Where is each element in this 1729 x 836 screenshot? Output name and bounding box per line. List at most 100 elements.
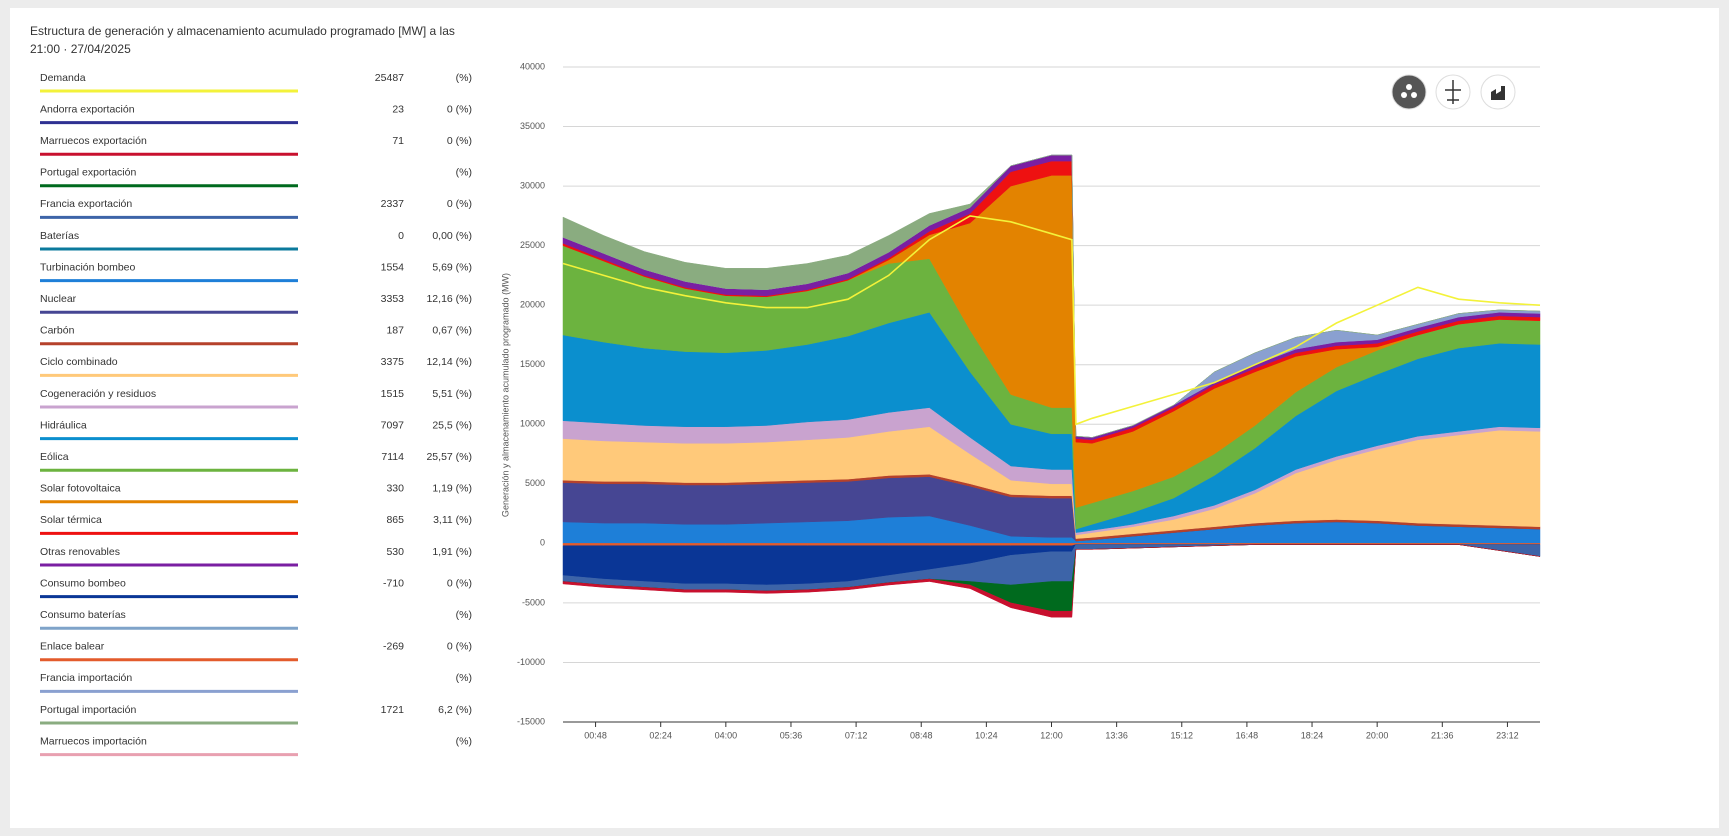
plot: Demanda 25487 (%) Andorra exportación 23 0 (%… (40, 61, 1541, 757)
legend-share: (%) (456, 72, 472, 84)
legend-share: 0 (%) (447, 641, 472, 653)
legend-value: 0 (398, 230, 404, 242)
icon (1445, 80, 1461, 104)
x-tick-label: 00:48 (584, 730, 607, 740)
icon (1401, 92, 1407, 98)
legend-value: -710 (383, 577, 404, 589)
x-tick-label: 20:00 (1366, 730, 1389, 740)
legend-label: Marruecos exportación (40, 135, 147, 147)
legend-value: 3375 (381, 356, 405, 368)
legend-label: Solar fotovoltaica (40, 483, 121, 495)
legend-share: 0 (%) (447, 577, 472, 589)
icon (1406, 84, 1412, 90)
legend-share: 6,2 (%) (438, 704, 472, 716)
legend-label: Otras renovables (40, 546, 120, 558)
legend-value: 23 (392, 103, 404, 115)
y-tick-label: 30000 (520, 180, 545, 190)
legend-share: 0 (%) (447, 135, 472, 147)
x-tick-label: 05:36 (780, 730, 803, 740)
legend-value: 187 (386, 325, 404, 337)
legend-label: Portugal importación (40, 704, 136, 716)
y-tick-label: 25000 (520, 240, 545, 250)
x-tick-label: 07:12 (845, 730, 868, 740)
button-industry[interactable] (1480, 74, 1516, 110)
legend-value: 7114 (381, 451, 404, 463)
x-tick-label: 10:24 (975, 730, 998, 740)
legend-label: Eólica (40, 451, 69, 463)
x-tick-label: 18:24 (1301, 730, 1324, 740)
legend-label: Francia importación (40, 672, 132, 684)
legend-label: Consumo bombeo (40, 577, 126, 589)
chart-subtitle: 21:00 · 27/04/2025 (30, 42, 131, 56)
legend-share: 1,91 (%) (432, 546, 472, 558)
legend-share: 0 (%) (447, 103, 472, 115)
legend-share: 25,57 (%) (426, 451, 472, 463)
legend-value: 1554 (381, 261, 405, 273)
button-generation[interactable] (1391, 74, 1427, 110)
y-tick-label: 10000 (520, 419, 545, 429)
legend-label: Solar térmica (40, 514, 102, 526)
y-tick-label: 15000 (520, 359, 545, 369)
legend-label: Ciclo combinado (40, 356, 118, 368)
legend-share: (%) (456, 167, 472, 179)
legend-share: 12,14 (%) (426, 356, 472, 368)
legend-value: 2337 (381, 198, 405, 210)
legend-value: 71 (392, 135, 404, 147)
legend-share: 25,5 (%) (432, 419, 472, 431)
legend-share: 5,69 (%) (432, 261, 472, 273)
demand-line (562, 215, 1541, 426)
legend-share: (%) (456, 735, 472, 747)
y-tick-label: 20000 (520, 300, 545, 310)
view-buttons (1391, 74, 1516, 110)
legend-value: 865 (386, 514, 404, 526)
x-tick-label: 15:12 (1171, 730, 1194, 740)
y-tick-label: 35000 (520, 121, 545, 131)
y-tick-label: 0 (540, 538, 545, 548)
legend-value: -269 (383, 641, 404, 653)
x-tick-label: 21:36 (1431, 730, 1454, 740)
x-tick-label: 23:12 (1496, 730, 1519, 740)
x-tick-label: 16:48 (1236, 730, 1259, 740)
y-tick-label: -5000 (522, 597, 545, 607)
legend-label: Demanda (40, 72, 86, 84)
legend-share: (%) (456, 609, 472, 621)
x-tick-label: 02:24 (649, 730, 672, 740)
y-axis-label: Generación y almacenamiento acumulado pr… (500, 273, 510, 517)
chart-title: Estructura de generación y almacenamient… (30, 24, 455, 38)
legend-share: (%) (456, 672, 472, 684)
legend-value: 330 (386, 483, 404, 495)
legend-label: Marruecos importación (40, 735, 147, 747)
legend-value: 1515 (381, 388, 405, 400)
icon (1491, 86, 1505, 100)
legend-share: 0,00 (%) (432, 230, 472, 242)
y-tick-label: -15000 (517, 716, 545, 726)
legend-share: 1,19 (%) (432, 483, 472, 495)
icon (1411, 92, 1417, 98)
legend-value: 25487 (375, 72, 404, 84)
legend-value: 7097 (381, 419, 405, 431)
legend-label: Cogeneración y residuos (40, 388, 156, 400)
legend-label: Consumo baterías (40, 609, 126, 621)
legend-value: 3353 (381, 293, 405, 305)
legend-share: 0 (%) (447, 198, 472, 210)
legend-share: 3,11 (%) (433, 514, 472, 526)
legend-share: 12,16 (%) (426, 293, 472, 305)
legend-share: 5,51 (%) (432, 388, 472, 400)
x-tick-label: 04:00 (715, 730, 738, 740)
area (562, 544, 1541, 618)
x-tick-label: 08:48 (910, 730, 933, 740)
legend-label: Andorra exportación (40, 103, 135, 115)
x-tick-label: 13:36 (1105, 730, 1128, 740)
legend-value: 1721 (381, 704, 405, 716)
legend-label: Nuclear (40, 293, 77, 305)
legend-label: Carbón (40, 325, 75, 337)
y-tick-label: 5000 (525, 478, 545, 488)
legend-label: Turbinación bombeo (40, 261, 135, 273)
legend-share: 0,67 (%) (432, 325, 472, 337)
y-tick-label: -10000 (517, 657, 545, 667)
legend-label: Hidráulica (40, 419, 87, 431)
legend-label: Francia exportación (40, 198, 132, 210)
y-tick-label: 40000 (520, 61, 545, 71)
legend-value: 530 (386, 546, 404, 558)
